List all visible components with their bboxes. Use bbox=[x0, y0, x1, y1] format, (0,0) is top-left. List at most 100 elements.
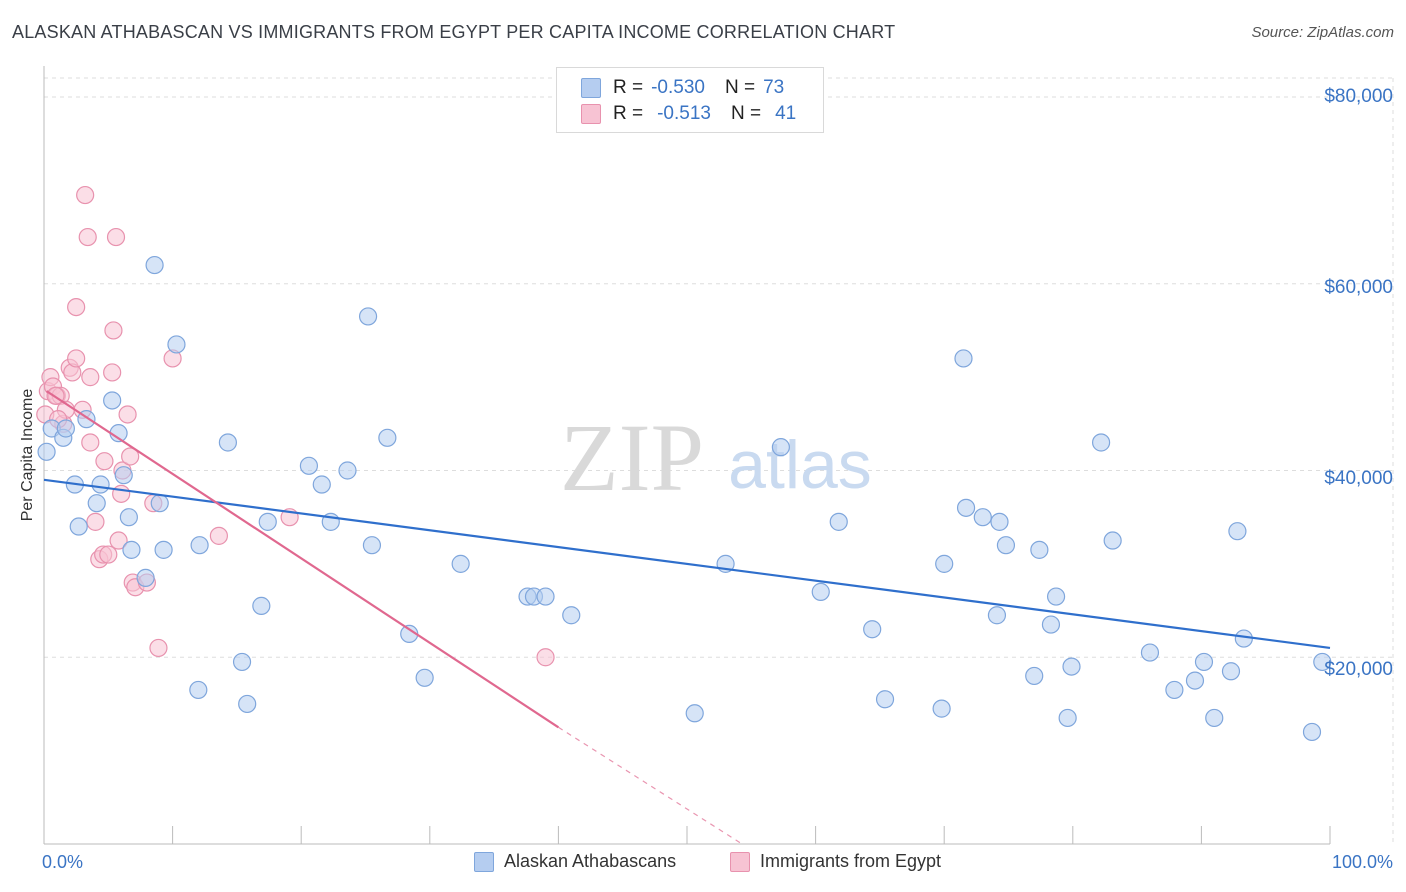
athabascan-point bbox=[103, 391, 122, 410]
athabascan-point bbox=[150, 494, 169, 513]
legend-n-label: N = bbox=[730, 103, 762, 124]
legend-swatch-pink bbox=[730, 851, 750, 872]
athabascan-point bbox=[56, 419, 75, 438]
y-tick-label: $40,000 bbox=[1324, 468, 1393, 489]
athabascan-point bbox=[114, 466, 133, 485]
legend-n-label: N = bbox=[724, 77, 756, 98]
athabascan-point bbox=[1030, 540, 1049, 559]
athabascan-point bbox=[252, 596, 271, 615]
athabascan-point bbox=[996, 536, 1016, 555]
athabascan-point bbox=[190, 536, 209, 555]
athabascan-point bbox=[122, 540, 141, 559]
legend-item-athabascans: Alaskan Athabascans bbox=[474, 851, 676, 872]
athabascan-point bbox=[1194, 652, 1214, 672]
athabascan-point bbox=[1234, 629, 1253, 648]
athabascan-point bbox=[358, 307, 378, 326]
athabascan-point bbox=[258, 512, 277, 531]
athabascan-point bbox=[119, 508, 138, 527]
y-axis-label: Per Capita Income bbox=[19, 388, 36, 522]
egypt-trend-extension bbox=[558, 726, 743, 845]
egypt-point bbox=[67, 297, 86, 317]
x-tick-label-max: 100.0% bbox=[1331, 852, 1393, 872]
egypt-point bbox=[81, 368, 100, 387]
athabascan-point bbox=[451, 554, 470, 573]
watermark-atlas: atlas bbox=[728, 427, 872, 503]
egypt-point bbox=[76, 185, 95, 205]
athabascan-point bbox=[145, 255, 164, 275]
athabascan-point bbox=[935, 554, 954, 573]
egypt-point bbox=[78, 227, 97, 247]
legend-label: Immigrants from Egypt bbox=[760, 851, 942, 871]
athabascan-point bbox=[1140, 643, 1160, 662]
legend-r-value: -0.513 bbox=[657, 103, 711, 124]
legend-n-value: 41 bbox=[775, 103, 797, 124]
stats-legend: R = -0.530 N = 73 R = -0.513 N = 41 bbox=[556, 67, 824, 133]
athabascan-trend-line bbox=[43, 478, 1331, 650]
athabascan-point bbox=[685, 704, 704, 723]
athabascan-point bbox=[136, 568, 155, 587]
legend-n-value: 73 bbox=[763, 77, 785, 98]
legend-r-label: R = bbox=[613, 77, 644, 98]
egypt-point bbox=[121, 447, 140, 466]
athabascan-point bbox=[1103, 531, 1122, 550]
y-tick-label: $20,000 bbox=[1324, 659, 1393, 680]
legend-label: Alaskan Athabascans bbox=[504, 851, 677, 871]
athabascan-point bbox=[829, 512, 848, 531]
y-tick-label: $60,000 bbox=[1324, 277, 1393, 298]
watermark: ZIP atlas bbox=[560, 404, 872, 511]
trend-layer bbox=[43, 390, 1331, 845]
athabascan-point bbox=[87, 494, 106, 513]
athabascan-point bbox=[1185, 671, 1205, 690]
athabascan-point bbox=[863, 620, 882, 639]
athabascan-point bbox=[1302, 722, 1322, 742]
athabascan-point bbox=[37, 442, 56, 461]
athabascan-point bbox=[154, 540, 173, 559]
athabascan-point bbox=[536, 587, 555, 606]
egypt-point bbox=[209, 526, 228, 545]
x-tick-label-min: 0.0% bbox=[42, 852, 84, 872]
athabascan-point bbox=[1058, 708, 1077, 728]
legend-swatch-blue bbox=[474, 851, 494, 872]
athabascan-point bbox=[1041, 615, 1061, 634]
athabascan-point bbox=[91, 475, 110, 494]
egypt-point bbox=[118, 405, 137, 424]
athabascan-point bbox=[338, 461, 357, 480]
athabascan-point bbox=[562, 606, 581, 625]
legend-swatch-blue bbox=[581, 78, 601, 98]
athabascan-point bbox=[415, 668, 434, 687]
athabascan-point bbox=[1228, 522, 1247, 541]
egypt-trend-line bbox=[45, 390, 560, 729]
source-label: Source: ZipAtlas.com bbox=[1251, 24, 1394, 41]
egypt-point bbox=[109, 531, 128, 550]
athabascan-point bbox=[973, 508, 992, 527]
athabascan-point bbox=[238, 694, 257, 714]
athabascan-point bbox=[1313, 652, 1332, 672]
grid-layer bbox=[44, 77, 1394, 844]
egypt-point bbox=[99, 545, 118, 564]
athabascan-point bbox=[956, 498, 976, 517]
athabascan-point bbox=[218, 433, 237, 452]
athabascan-point bbox=[167, 335, 186, 354]
athabascan-point bbox=[1062, 657, 1081, 676]
athabascan-point bbox=[1205, 708, 1224, 728]
athabascan-point bbox=[378, 428, 397, 447]
athabascan-point bbox=[1046, 587, 1066, 606]
egypt-point bbox=[103, 363, 122, 382]
legend-row-egypt: R = -0.513 N = 41 bbox=[581, 101, 796, 127]
legend-r-value: -0.530 bbox=[651, 77, 705, 98]
athabascan-point bbox=[932, 699, 951, 718]
athabascan-point bbox=[990, 512, 1009, 531]
athabascan-point bbox=[1025, 666, 1044, 686]
athabascan-point bbox=[1221, 662, 1241, 681]
egypt-point bbox=[112, 484, 131, 503]
egypt-point bbox=[106, 227, 126, 247]
egypt-point bbox=[67, 349, 86, 368]
egypt-point bbox=[81, 433, 100, 452]
legend-item-egypt: Immigrants from Egypt bbox=[730, 851, 941, 872]
athabascan-point bbox=[362, 536, 382, 555]
legend-row-athabascan: R = -0.530 N = 73 bbox=[581, 75, 784, 101]
watermark-zip: ZIP bbox=[560, 404, 704, 511]
egypt-point bbox=[536, 648, 555, 667]
legend-swatch-pink bbox=[581, 104, 601, 124]
